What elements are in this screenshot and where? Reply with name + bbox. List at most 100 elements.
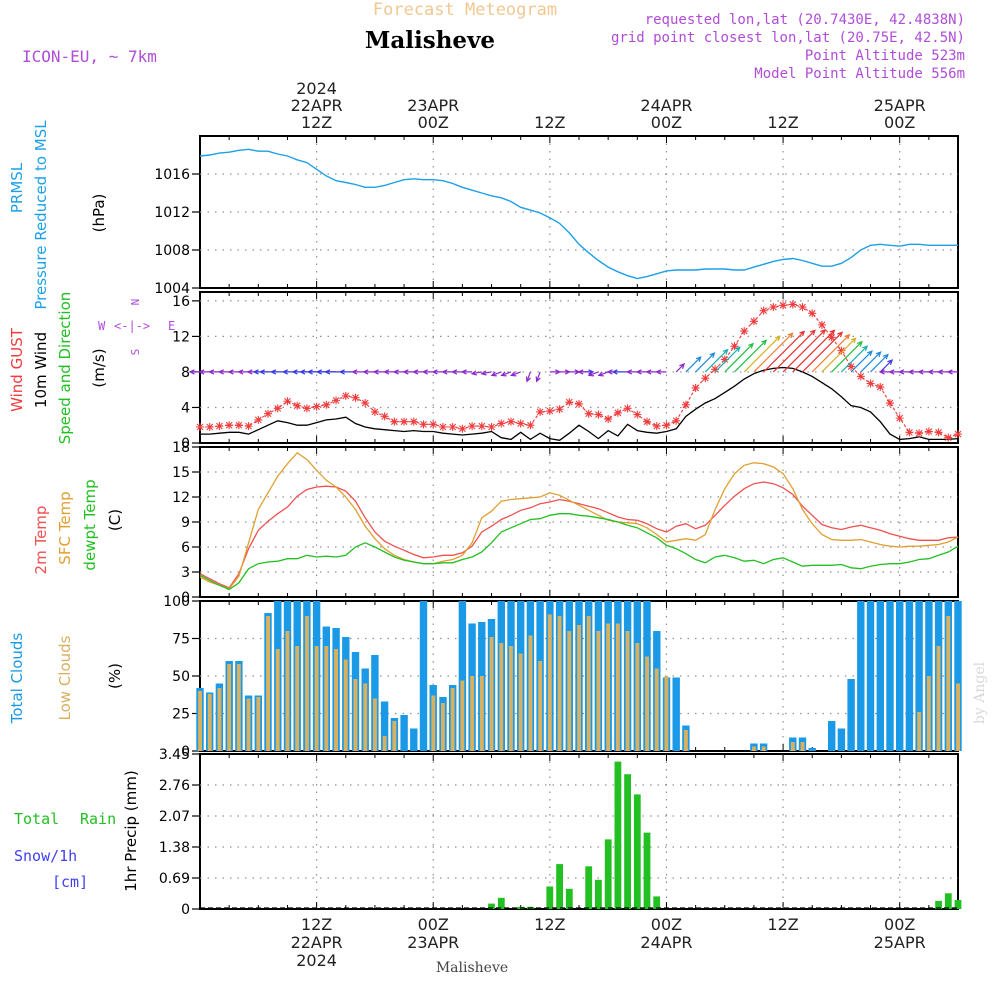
gust-point — [264, 409, 273, 418]
low-clouds-bar — [761, 746, 766, 751]
gust-point — [312, 402, 321, 411]
wind-arrow — [888, 369, 900, 375]
top-time-label: 12Z — [301, 113, 332, 132]
rain-bar — [488, 903, 495, 909]
gust-point — [643, 417, 652, 426]
dewpt-line — [199, 513, 959, 591]
gust-point — [876, 383, 885, 392]
gust-point — [526, 421, 535, 430]
low-clouds-bar — [353, 679, 358, 751]
wind-ytick-label: 0 — [181, 436, 190, 452]
low-clouds-bar — [431, 695, 436, 751]
gust-point — [380, 412, 389, 421]
precip-frame — [199, 753, 959, 910]
gust-point — [847, 362, 856, 371]
low-clouds-bar — [450, 688, 455, 751]
wind-arrow — [743, 335, 781, 373]
low-clouds-bar — [285, 631, 290, 751]
temperature-ytick-label: 0 — [181, 590, 190, 606]
gust-point — [672, 416, 681, 425]
precip-ytick-label: 0 — [181, 902, 190, 918]
wind-arrow — [840, 345, 869, 373]
gust-point — [759, 306, 768, 315]
wind-arrow — [772, 329, 816, 373]
gust-point — [244, 422, 253, 431]
wind-arrow — [695, 352, 716, 373]
gust-point — [788, 300, 797, 309]
temp2m-label: 2m Temp — [32, 506, 50, 575]
gust-point — [468, 422, 477, 431]
gust-point — [623, 404, 632, 413]
gust-point — [798, 303, 807, 312]
low-clouds-bar — [654, 668, 659, 751]
low-clouds-bar — [334, 649, 338, 751]
total-clouds-bar — [905, 601, 914, 751]
gust-point — [205, 423, 214, 432]
low-clouds-bar — [227, 664, 232, 751]
gust-point — [769, 303, 778, 312]
low-clouds-bar — [256, 697, 261, 751]
precip-ytick-label: 2.76 — [159, 778, 190, 794]
gust-point — [856, 372, 865, 381]
bottom-time-label: 12Z — [767, 915, 798, 934]
gust-point — [302, 404, 311, 413]
wind-dir-label: Speed and Direction — [56, 292, 74, 445]
rain-bar — [954, 900, 962, 909]
wind-arrow — [734, 339, 768, 373]
pressure-ytick-label: 1008 — [154, 243, 190, 259]
wind-arrow — [704, 348, 729, 373]
gust-point — [497, 419, 506, 428]
wind-arrow — [460, 369, 473, 375]
gust-point — [730, 342, 739, 351]
gust-point — [215, 422, 224, 431]
gust-label: Wind GUST — [8, 327, 26, 412]
total-clouds-bar — [808, 748, 816, 751]
total-clouds-bar — [896, 601, 904, 751]
low-clouds-bar — [392, 721, 397, 751]
low-clouds-bar — [790, 742, 795, 751]
total-clouds-bar — [847, 679, 855, 751]
wind-arrow — [535, 371, 541, 383]
bottom-time-label: 24APR — [640, 933, 692, 952]
total-clouds-bar — [954, 601, 962, 751]
wind-arrow — [782, 328, 827, 373]
gust-point — [458, 424, 467, 433]
total-clouds-bar — [915, 601, 923, 751]
wind-frame — [199, 291, 959, 444]
precip-total-label: Total — [14, 810, 59, 828]
gust-point — [915, 429, 924, 438]
low-clouds-bar — [324, 646, 329, 751]
wind-arrow — [559, 369, 571, 375]
temperature-ytick-label: 18 — [172, 440, 190, 456]
compass-e: E — [168, 319, 175, 333]
wind-arrow — [675, 363, 686, 373]
low-clouds-bar — [460, 680, 465, 751]
bottom-time-label: 12Z — [301, 915, 332, 934]
gust-point — [701, 374, 710, 383]
low-clouds-bar — [198, 691, 202, 751]
gust-point — [575, 399, 583, 408]
total-clouds-bar — [672, 677, 680, 751]
precip-cm-label: [cm] — [52, 873, 88, 891]
clouds-ytick-label: 25 — [172, 707, 190, 723]
total-clouds-bar — [400, 715, 408, 751]
low-clouds-bar — [645, 656, 649, 751]
wind-arrow — [753, 332, 794, 373]
rain-bar — [497, 897, 505, 909]
low-clouds-bar — [314, 646, 319, 751]
total-clouds-bar — [828, 721, 836, 751]
bottom-time-label: 00Z — [651, 915, 682, 934]
gust-point — [477, 422, 486, 431]
rain-bar — [624, 774, 631, 909]
gust-line — [200, 303, 959, 439]
gust-point — [604, 415, 613, 424]
wind-arrow — [870, 353, 889, 373]
gust-point — [613, 408, 622, 417]
wind-ytick-label: 16 — [172, 294, 190, 310]
wind-arrow — [860, 351, 882, 373]
gust-point — [234, 421, 243, 430]
gust-point — [332, 396, 341, 405]
low-clouds-bar — [596, 631, 601, 751]
wind-arrow — [597, 371, 609, 377]
